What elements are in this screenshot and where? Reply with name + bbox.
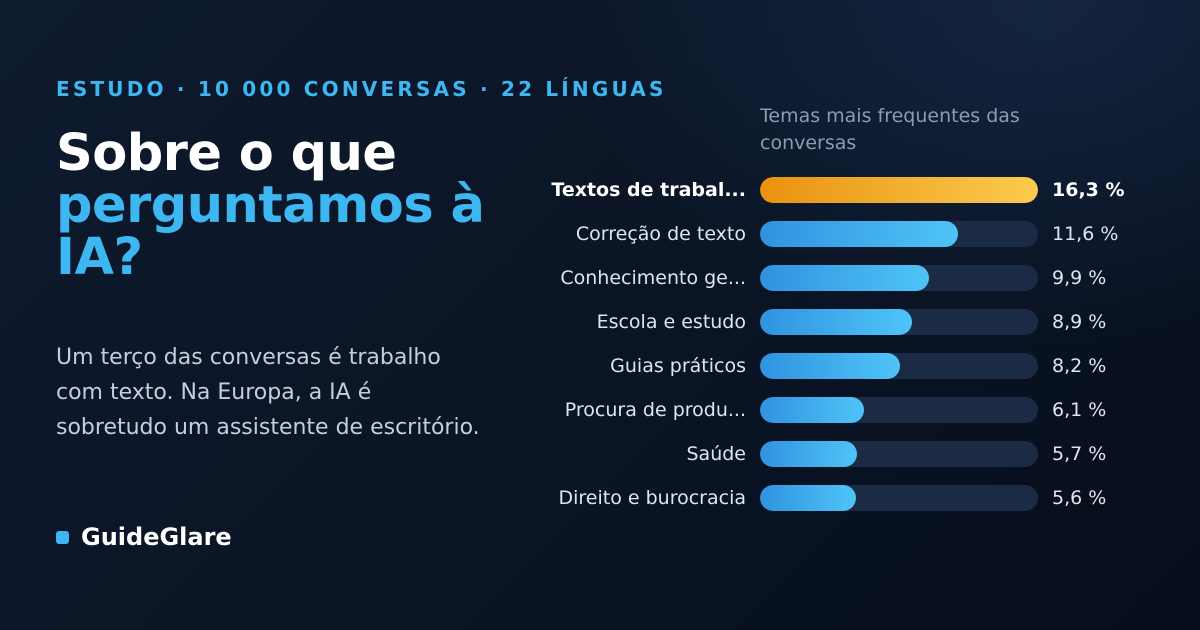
bar bbox=[760, 397, 864, 423]
bar-track bbox=[760, 309, 1038, 335]
bar-label: Escola e estudo bbox=[596, 311, 746, 333]
bar-row: Saúde 5,7 % bbox=[540, 440, 1160, 468]
bar-track bbox=[760, 353, 1038, 379]
bar-row: Procura de produ... 6,1 % bbox=[540, 396, 1160, 424]
bar-track bbox=[760, 221, 1038, 247]
page-title: Sobre o que perguntamos à IA? bbox=[56, 128, 526, 284]
title-accent: perguntamos à IA? bbox=[56, 176, 485, 287]
bar-track bbox=[760, 441, 1038, 467]
bar-track bbox=[760, 485, 1038, 511]
bar-label: Correção de texto bbox=[575, 223, 746, 245]
brand-square-icon bbox=[56, 530, 69, 544]
bar-label: Conhecimento ge... bbox=[560, 267, 746, 289]
bar-row: Guias práticos 8,2 % bbox=[540, 352, 1160, 380]
bar-row: Textos de trabal... 16,3 % bbox=[540, 176, 1160, 204]
bar bbox=[760, 221, 958, 247]
chart-title: Temas mais frequentes das conversas bbox=[760, 105, 1020, 154]
bar-label: Saúde bbox=[686, 443, 747, 465]
summary-text: Um terço das conversas é trabalho com te… bbox=[56, 345, 480, 440]
bar bbox=[760, 177, 1038, 203]
bar-value-label: 5,7 % bbox=[1052, 443, 1107, 465]
bar-value-label: 9,9 % bbox=[1052, 267, 1107, 289]
brand: GuideGlare bbox=[56, 522, 232, 552]
bar-value-label: 11,6 % bbox=[1052, 223, 1119, 245]
bar-label: Guias práticos bbox=[610, 355, 746, 377]
bar-value-label: 6,1 % bbox=[1052, 399, 1107, 421]
bar-value-label: 5,6 % bbox=[1052, 487, 1107, 509]
bar-label: Direito e burocracia bbox=[558, 487, 746, 509]
brand-name: GuideGlare bbox=[81, 523, 232, 551]
bar bbox=[760, 441, 857, 467]
bar-track bbox=[760, 265, 1038, 291]
bar-value-label: 8,2 % bbox=[1052, 355, 1107, 377]
bar-label: Textos de trabal... bbox=[551, 179, 746, 201]
bar-label: Procura de produ... bbox=[564, 399, 746, 421]
bar-value-label: 16,3 % bbox=[1052, 179, 1125, 201]
bar-track bbox=[760, 397, 1038, 423]
bar bbox=[760, 309, 912, 335]
bar-value-label: 8,9 % bbox=[1052, 311, 1107, 333]
eyebrow-label: ESTUDO · 10 000 CONVERSAS · 22 LÍNGUAS bbox=[56, 77, 667, 101]
bar-row: Correção de texto 11,6 % bbox=[540, 220, 1160, 248]
bar-track bbox=[760, 177, 1038, 203]
bar bbox=[760, 353, 900, 379]
bar-row: Direito e burocracia 5,6 % bbox=[540, 484, 1160, 512]
bar-row: Conhecimento ge... 9,9 % bbox=[540, 264, 1160, 292]
bar-row: Escola e estudo 8,9 % bbox=[540, 308, 1160, 336]
title-line-1: Sobre o que bbox=[56, 124, 397, 183]
bar bbox=[760, 485, 856, 511]
bar bbox=[760, 265, 929, 291]
